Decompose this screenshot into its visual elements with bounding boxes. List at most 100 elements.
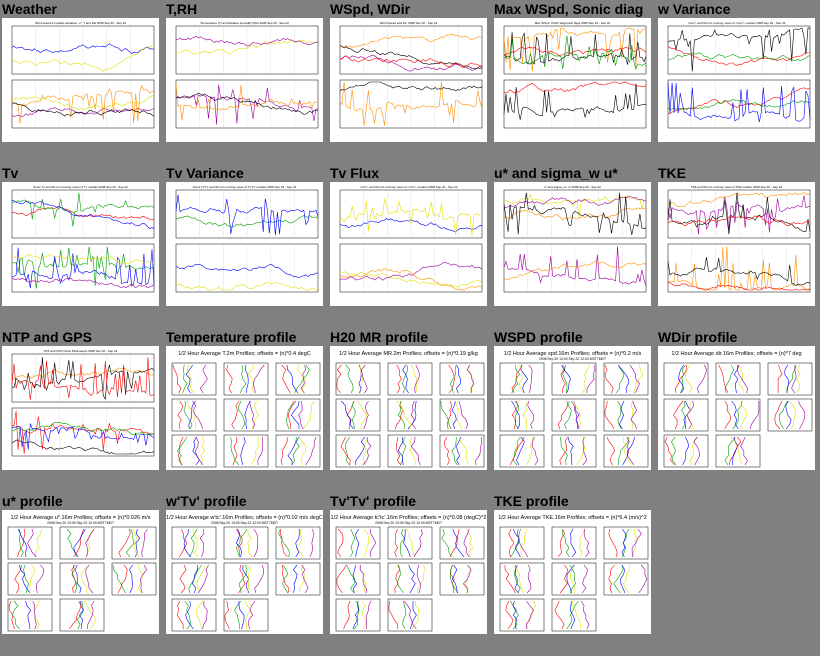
thumbnail-graphic: 1/2 Hour Average dir.16m Profiles; offse… — [663, 351, 813, 468]
profile-line — [192, 528, 199, 558]
profile-line — [300, 364, 306, 394]
profile-panel — [171, 362, 217, 396]
profile-line — [17, 528, 26, 558]
series-line — [11, 199, 155, 230]
profile-panel — [551, 562, 597, 596]
profile-line — [403, 600, 417, 630]
profile-line — [351, 400, 356, 430]
series-line — [503, 192, 647, 236]
profile-line — [297, 364, 307, 394]
profile-line — [731, 400, 739, 430]
max-wind-sonic-diag-plot-thumbnail-icon[interactable]: Max WSpd, CSAT diagnostic flags 2008 Sep… — [494, 18, 651, 142]
wdir-profile-thumbnail-icon[interactable]: 1/2 Hour Average dir.16m Profiles; offse… — [658, 346, 815, 470]
profile-subtitle: 2008 Sep 20 13:00 Sep 22 12:00 MST7MDT — [47, 521, 114, 525]
profile-panel — [663, 434, 709, 468]
profile-line — [226, 364, 233, 394]
wind-speed-direction-plot-thumbnail-icon[interactable]: Wind Speed and Dir, 2008 Sep 20 - Sep 22 — [330, 18, 487, 142]
profile-line — [292, 564, 298, 594]
plot-header: <w'w'> and 60 min running mean of <w'w'>… — [688, 21, 786, 25]
profile-line — [791, 364, 797, 394]
profile-line — [724, 436, 736, 466]
profile-line — [566, 600, 579, 630]
profile-line — [36, 564, 45, 594]
profile-line — [570, 564, 576, 594]
profile-title: 1/2 Hour Average spd.16m Profiles; offse… — [504, 351, 642, 357]
profile-line — [675, 364, 688, 394]
profile-line — [176, 600, 184, 630]
ustar-sigma-plot-thumbnail-icon[interactable]: u* and sigma_w / u* 2008 Sep 20 - Sep 22 — [494, 182, 651, 306]
thumbnail-graphic: 1/2 Hour Average tc'tc'.16m Profiles; of… — [331, 515, 486, 632]
cell-tke-profile: TKE profile 1/2 Hour Average TKE.16m Pro… — [492, 492, 656, 656]
profile-line — [798, 400, 806, 430]
cell-tv-flux: Tv Flux <w'tc'> and 60 min running mean … — [328, 164, 492, 328]
profile-line — [638, 564, 648, 594]
profile-line — [73, 528, 86, 558]
profile-line — [135, 528, 141, 558]
plot-header: <w'tc'> and 60 min running mean of <w'tc… — [359, 185, 457, 189]
profile-line — [629, 364, 640, 394]
profile-line — [528, 364, 533, 394]
series-line — [11, 84, 155, 124]
profile-line — [583, 528, 590, 558]
virtual-temperature-plot-thumbnail-icon[interactable]: Sonic Tv and 30 min running mean of Tv m… — [2, 182, 159, 306]
profile-line — [774, 400, 783, 430]
profile-line — [451, 400, 457, 430]
profile-line — [177, 400, 184, 430]
series-line — [339, 81, 483, 92]
profile-line — [192, 436, 200, 466]
cell-tv-variance: Tv Variance Sonic Tv'Tv' and 60 min runn… — [164, 164, 328, 328]
profile-panel — [551, 434, 597, 468]
profile-line — [287, 436, 300, 466]
profile-panel — [499, 398, 545, 432]
series-line — [339, 218, 483, 233]
series-line — [339, 55, 483, 68]
temperature-rh-plot-thumbnail-icon[interactable]: Temperature (T) and Relative Humidity (R… — [166, 18, 323, 142]
ustar-profile-thumbnail-icon[interactable]: 1/2 Hour Average u*.16m Profiles; offset… — [2, 510, 159, 634]
profile-line — [526, 564, 532, 594]
tke-profile-thumbnail-icon[interactable]: 1/2 Hour Average TKE.16m Profiles; offse… — [494, 510, 651, 634]
series-line — [667, 27, 811, 72]
profile-line — [8, 600, 16, 630]
thumbnail-graphic: Sonic Tv and 30 min running mean of Tv m… — [11, 185, 155, 293]
profile-line — [186, 364, 195, 394]
tvtv-profile-thumbnail-icon[interactable]: 1/2 Hour Average tc'tc'.16m Profiles; of… — [330, 510, 487, 634]
series-line — [667, 257, 811, 286]
w-variance-plot-thumbnail-icon[interactable]: <w'w'> and 60 min running mean of <w'w'>… — [658, 18, 815, 142]
profile-line — [516, 436, 525, 466]
wspd-profile-thumbnail-icon[interactable]: 1/2 Hour Average spd.16m Profiles; offse… — [494, 346, 651, 470]
cell-ustar-profile: u* profile 1/2 Hour Average u*.16m Profi… — [0, 492, 164, 656]
ntp-gps-plot-thumbnail-icon[interactable]: NTP and GPS Clock Parameters 2008 Sep 20… — [2, 346, 159, 470]
profile-line — [177, 436, 184, 466]
series-line — [667, 192, 811, 235]
h2o-mr-profile-thumbnail-icon[interactable]: 1/2 Hour Average MR.2m Profiles; offsets… — [330, 346, 487, 470]
profile-line — [441, 528, 452, 558]
weather-plot-thumbnail-icon[interactable]: Wind speed & median deviation, u*, T and… — [2, 18, 159, 142]
profile-line — [693, 436, 700, 466]
profile-line — [557, 400, 569, 430]
plot-header: u* and sigma_w / u* 2008 Sep 20 - Sep 22 — [544, 185, 601, 189]
tke-plot-thumbnail-icon[interactable]: TKE and 60 min running mean of TKE media… — [658, 182, 815, 306]
tv-variance-plot-thumbnail-icon[interactable]: Sonic Tv'Tv' and 60 min running mean of … — [166, 182, 323, 306]
tv-flux-plot-thumbnail-icon[interactable]: <w'tc'> and 60 min running mean of <w'tc… — [330, 182, 487, 306]
profile-line — [402, 364, 409, 394]
profile-panel — [335, 526, 381, 560]
profile-line — [408, 564, 416, 594]
profile-line — [513, 564, 524, 594]
profile-line — [344, 436, 350, 466]
profile-line — [571, 600, 581, 630]
profile-line — [361, 364, 368, 394]
profile-line — [112, 564, 126, 594]
profile-line — [19, 564, 31, 594]
profile-line — [449, 364, 457, 394]
profile-line — [74, 564, 82, 594]
profile-panel — [7, 526, 53, 560]
profile-panel — [387, 598, 433, 632]
profile-line — [566, 564, 575, 594]
profile-line — [409, 600, 417, 630]
profile-line — [340, 436, 351, 466]
series-line — [503, 81, 647, 94]
wtv-profile-thumbnail-icon[interactable]: 1/2 Hour Average w'tc'.16m Profiles; off… — [166, 510, 323, 634]
profile-panel — [663, 362, 709, 396]
plot-header: TKE and 60 min running mean of TKE media… — [691, 185, 783, 189]
temperature-profile-thumbnail-icon[interactable]: 1/2 Hour Average T.2m Profiles; offsets … — [166, 346, 323, 470]
